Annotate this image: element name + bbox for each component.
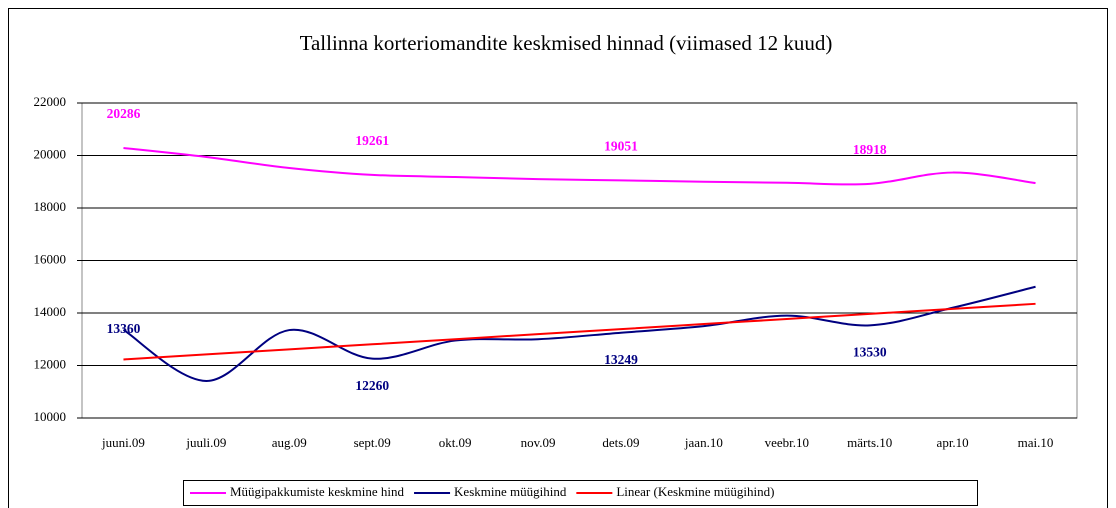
y-tick-label: 16000: [34, 251, 67, 266]
data-label: 19051: [604, 139, 638, 154]
x-tick-label: veebr.10: [765, 435, 809, 450]
y-tick-label: 18000: [34, 199, 67, 214]
x-tick-label: aug.09: [272, 435, 307, 450]
x-tick-label: juuli.09: [185, 435, 226, 450]
data-label: 13360: [107, 321, 141, 336]
x-tick-label: dets.09: [602, 435, 639, 450]
chart-border: [8, 8, 1108, 508]
x-tick-label: nov.09: [521, 435, 556, 450]
series-line: [123, 146, 1036, 186]
y-tick-label: 14000: [34, 304, 67, 319]
series-line: [122, 285, 1036, 382]
x-tick-label: mai.10: [1018, 435, 1054, 450]
x-tick-label: jaan.10: [684, 435, 723, 450]
x-tick-label: sept.09: [354, 435, 391, 450]
chart-title: Tallinna korteriomandite keskmised hinna…: [300, 31, 833, 55]
x-tick-label: märts.10: [847, 435, 892, 450]
x-tick-label: okt.09: [439, 435, 472, 450]
data-label: 20286: [107, 106, 141, 121]
legend: [183, 480, 978, 506]
data-label: 13530: [853, 344, 887, 359]
y-tick-label: 20000: [34, 146, 67, 161]
data-label: 19261: [355, 133, 389, 148]
x-tick-label: apr.10: [937, 435, 969, 450]
y-tick-label: 22000: [34, 94, 67, 109]
legend-label: Linear (Keskmine müügihind): [616, 484, 774, 499]
legend-label: Müügipakkumiste keskmine hind: [230, 484, 405, 499]
legend-label: Keskmine müügihind: [454, 484, 567, 499]
series-line: [123, 302, 1036, 361]
data-label: 12260: [355, 378, 389, 393]
data-label: 13249: [604, 352, 638, 367]
y-tick-label: 12000: [34, 356, 67, 371]
data-label: 18918: [853, 142, 887, 157]
y-tick-label: 10000: [34, 409, 67, 424]
x-tick-label: juuni.09: [101, 435, 145, 450]
